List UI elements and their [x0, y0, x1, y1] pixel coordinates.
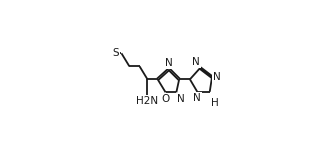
Text: O: O — [161, 94, 170, 104]
Text: N: N — [177, 94, 185, 104]
Text: N: N — [194, 93, 201, 103]
Text: N: N — [165, 58, 172, 68]
Text: H: H — [211, 98, 219, 108]
Text: H2N: H2N — [137, 96, 158, 106]
Text: N: N — [213, 72, 221, 82]
Text: S: S — [112, 48, 119, 58]
Text: N: N — [192, 57, 200, 67]
